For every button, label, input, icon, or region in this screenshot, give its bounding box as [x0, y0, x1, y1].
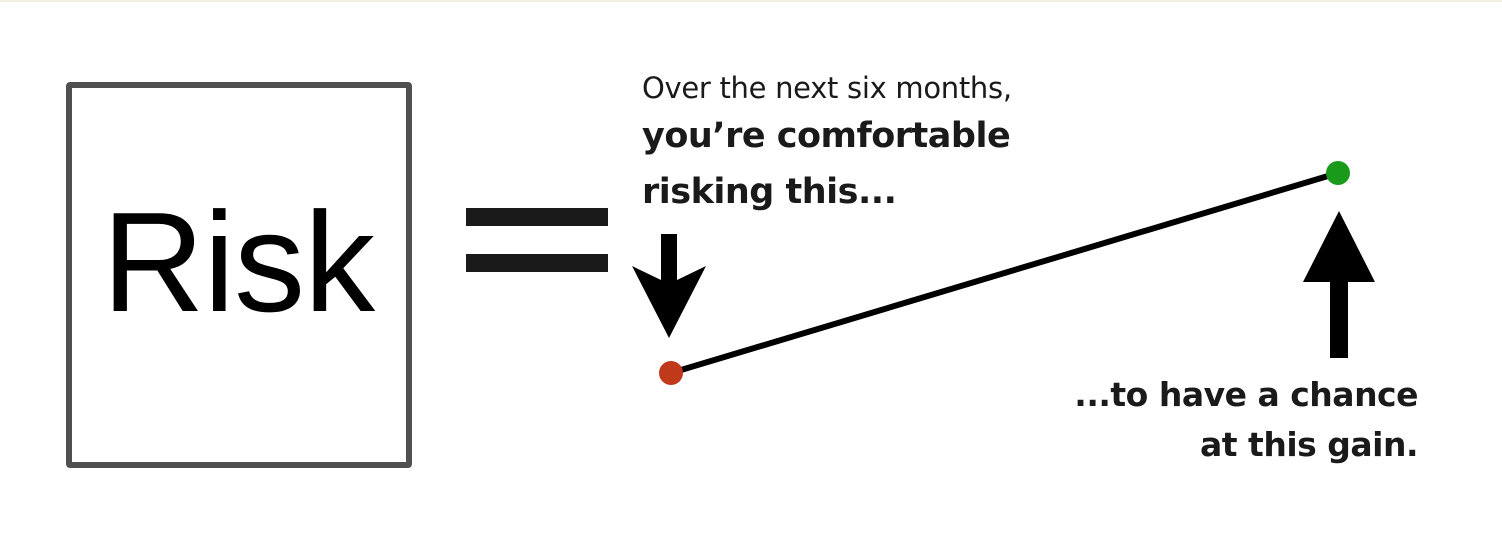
- gain-caption: ...to have a chance at this gain.: [1074, 370, 1418, 470]
- gain-point-marker: [1326, 161, 1350, 185]
- risk-box: [66, 82, 412, 468]
- equals-sign-bottom-bar: [466, 254, 608, 272]
- risk-caption-line-1: Over the next six months,: [642, 71, 1012, 105]
- risk-caption-line-2: you’re comfortable: [642, 116, 1011, 156]
- risk-point-marker: [659, 361, 683, 385]
- top-border-line: [0, 0, 1502, 2]
- risk-to-gain-line: [668, 170, 1341, 376]
- equals-sign-top-bar: [466, 208, 608, 226]
- risk-label: Risk: [102, 183, 375, 342]
- risk-caption-line-3: risking this...: [642, 172, 897, 212]
- risk-caption: Over the next six months, you’re comfort…: [642, 68, 1012, 220]
- gain-caption-line-1: ...to have a chance: [1074, 375, 1418, 414]
- down-arrow-icon: [632, 234, 706, 338]
- gain-caption-line-2: at this gain.: [1200, 425, 1418, 464]
- up-arrow-icon: [1303, 211, 1375, 358]
